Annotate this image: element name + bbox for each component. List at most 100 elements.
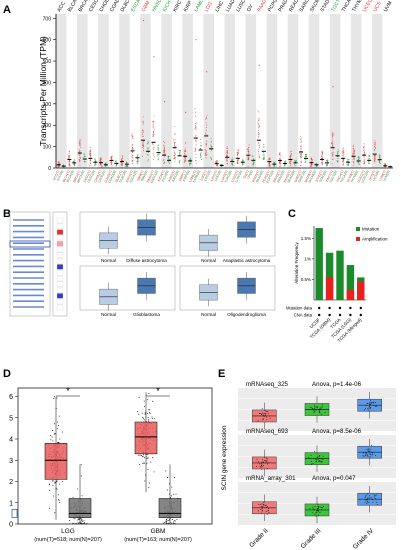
- tumor-point-THCA: [342, 152, 344, 155]
- tumor-point-TGCT: [332, 137, 334, 139]
- point-LGG-normal: [80, 517, 82, 519]
- x-tick-label-TGCT-T: TGCT(T): [325, 170, 334, 183]
- tumor-point-BRCA: [79, 157, 81, 159]
- band-OV: [245, 14, 257, 168]
- normal-point-TGCT: [336, 161, 339, 163]
- normal-point-DLBC: [125, 165, 127, 167]
- point-1-Grade III: [315, 458, 317, 460]
- tumor-point-SARC: [300, 145, 302, 148]
- tumor-outlier-PAAD: [258, 64, 260, 66]
- tumor-point-BRCA: [79, 143, 81, 145]
- normal-point-LUSC: [242, 164, 244, 166]
- x-tick-label-Grade III: Grade III: [300, 527, 323, 550]
- x-tick-label-BLCA-N: BLCA(N): [66, 170, 75, 183]
- tumor-point-CHOL: [100, 167, 102, 169]
- tumor-point-UCS: [374, 142, 377, 144]
- point-1-Grade III: [322, 455, 324, 457]
- point-2-Grade IV: [367, 493, 369, 495]
- point-0-Grade IV: [368, 403, 370, 405]
- point-0-Grade IV: [368, 409, 370, 411]
- normal-point-UCS: [378, 154, 380, 156]
- tumor-point-COAD: [111, 165, 113, 167]
- tumor-point-LGG: [206, 133, 208, 135]
- category-label-Normal: Normal: [101, 258, 116, 263]
- normal-point-READ: [293, 159, 296, 161]
- tumor-point-ACC: [57, 165, 59, 167]
- point-0-Grade III: [319, 412, 321, 414]
- tumor-point-OV: [247, 158, 249, 160]
- point-GBM-tumor: [141, 454, 143, 456]
- point-2-Grade III: [312, 508, 314, 510]
- normal-point-HNSC: [157, 158, 159, 161]
- point-1-Grade III: [320, 458, 322, 460]
- point-GBM-tumor: [144, 411, 146, 413]
- tumor-point-GBM: [142, 116, 144, 118]
- point-LGG-normal: [77, 522, 79, 524]
- point-2-Grade IV: [365, 495, 367, 497]
- point-0-Grade III: [321, 404, 323, 406]
- tumor-point-BRCA: [79, 144, 81, 147]
- point-2-Grade III: [316, 510, 318, 512]
- tumor-point-KICH: [163, 149, 165, 151]
- x-tick-label-OV-N: OV(N): [246, 170, 253, 180]
- point-2-Grade II: [268, 511, 270, 513]
- point-2-Grade II: [260, 506, 262, 508]
- cancer-label-KIRC: KIRC: [172, 0, 183, 13]
- normal-point-PAAD: [262, 152, 264, 154]
- tumor-point-ESCA: [131, 163, 133, 165]
- tumor-point-UCS: [374, 143, 376, 145]
- tumor-point-TGCT: [332, 142, 334, 145]
- point-0-Grade III: [319, 411, 321, 413]
- x-tick-label-KIRP-T: KIRP(T): [178, 170, 186, 182]
- point-LGG-normal: [80, 464, 82, 466]
- point-2-Grade IV: [367, 501, 369, 503]
- axis-marker: [11, 509, 18, 518]
- point-2-Grade III: [319, 511, 321, 513]
- normal-point-THYM: [358, 157, 360, 159]
- tumor-point-HNSC: [152, 143, 154, 145]
- tumor-point-PAAD: [257, 124, 260, 126]
- tumor-point-STAD: [321, 151, 324, 154]
- x-tick-label-UCEC-N: UCEC(N): [360, 170, 369, 184]
- point-1-Grade III: [318, 455, 320, 457]
- normal-point-LIHC: [220, 165, 223, 167]
- tumor-point-KIRP: [184, 149, 186, 151]
- point-2-Grade III: [317, 514, 319, 516]
- point-LGG-tumor: [54, 512, 56, 514]
- point-LGG-tumor: [59, 438, 61, 440]
- normal-point-PAAD: [263, 157, 265, 160]
- tumor-point-SKCM: [310, 158, 312, 160]
- normal-point-THCA: [347, 160, 349, 162]
- point-LGG-normal: [83, 522, 85, 524]
- point-0-Grade III: [319, 409, 321, 411]
- tumor-point-LGG: [205, 129, 207, 131]
- tumor-point-THCA: [342, 158, 344, 160]
- normal-point-BLCA: [73, 159, 75, 161]
- normal-point-LUAD: [232, 164, 234, 166]
- tumor-point-STAD: [321, 155, 323, 157]
- cna-data-dot: [359, 313, 362, 317]
- x-tick-label-GBM-T: GBM(T): [136, 170, 144, 182]
- point-0-Grade III: [312, 408, 314, 410]
- tumor-point-LAML: [195, 126, 197, 129]
- cancer-label-LAML: LAML: [193, 0, 205, 13]
- tumor-point-UCS: [373, 155, 376, 157]
- tumor-point-CHOL: [101, 166, 103, 168]
- tumor-point-ESCA: [131, 154, 133, 156]
- tumor-point-UCEC: [363, 146, 365, 148]
- point-0-Grade IV: [368, 404, 370, 406]
- tumor-point-LIHC: [216, 162, 218, 164]
- tumor-point-HNSC: [152, 136, 154, 138]
- normal-point-KIRP: [189, 164, 191, 166]
- point-GBM-tumor: [143, 462, 145, 464]
- tumor-point-KIRP: [185, 150, 187, 152]
- x-tick-label-HNSC-T: HNSC(T): [146, 170, 155, 184]
- normal-point-STAD: [327, 159, 329, 161]
- normal-point-SARC: [305, 160, 307, 163]
- point-2-Grade III: [314, 513, 316, 515]
- cancer-label-BLCA: BLCA: [67, 0, 79, 13]
- point-1-Grade IV: [366, 454, 368, 456]
- point-1-Grade IV: [372, 454, 374, 456]
- normal-point-KIRP: [189, 159, 191, 161]
- tumor-point-CESC: [89, 162, 92, 164]
